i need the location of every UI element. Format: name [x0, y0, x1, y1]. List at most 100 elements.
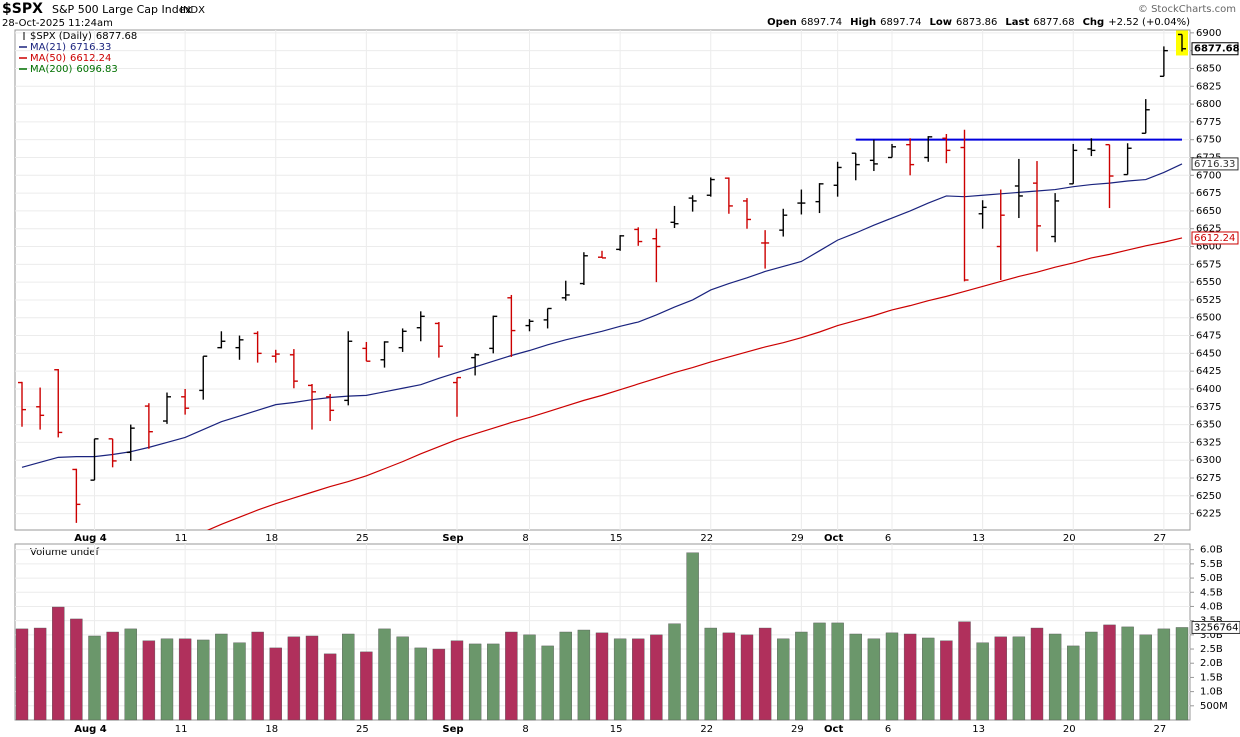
quote-label: Chg: [1083, 17, 1105, 28]
x-tick-label: 6: [885, 724, 891, 735]
quote-value: 6897.74: [801, 17, 842, 28]
price-panel: [14, 29, 1191, 531]
quote-value: 6877.68: [1033, 17, 1074, 28]
volume-bar: [323, 653, 337, 721]
y-tick-label: 6300: [1196, 455, 1221, 466]
y-tick-label: 6850: [1196, 63, 1221, 74]
volume-bar: [668, 623, 681, 721]
volume-bar: [414, 647, 427, 721]
volume-bar: [541, 645, 554, 721]
volume-bar: [1121, 626, 1134, 721]
x-tick-label: 13: [972, 724, 985, 735]
y-tick-label: 5.5B: [1200, 559, 1223, 570]
x-tick-label: 15: [610, 533, 623, 544]
volume-bar: [994, 636, 1007, 721]
x-tick-label: 20: [1063, 724, 1076, 735]
quote-label: Open: [767, 17, 797, 28]
quote-label: Last: [1005, 17, 1029, 28]
y-tick-label: 6400: [1196, 384, 1221, 395]
legend-entry: MA(21) 6716.33: [30, 42, 111, 53]
y-tick-label: 6425: [1196, 366, 1221, 377]
volume-bar: [686, 552, 699, 721]
y-tick-label: 6825: [1196, 81, 1221, 92]
volume-bar: [722, 632, 736, 721]
y-tick-label: 6750: [1196, 135, 1221, 146]
y-tick-label: 1.0B: [1200, 687, 1223, 698]
y-tick-label: 6450: [1196, 348, 1221, 359]
volume-bar: [360, 651, 373, 721]
x-tick-label: 15: [610, 724, 623, 735]
y-tick-label: 6275: [1196, 473, 1221, 484]
quote-value: +2.52 (+0.04%): [1108, 17, 1190, 28]
volume-bar: [940, 640, 953, 721]
y-tick-label: 6250: [1196, 491, 1221, 502]
value-box-label: 6877.68: [1194, 44, 1240, 55]
timestamp: 28-Oct-2025 11:24am: [2, 18, 113, 29]
legend-value: 6612.24: [70, 53, 111, 64]
volume-bar: [88, 635, 101, 721]
exchange: INDX: [180, 5, 205, 16]
legend-name: $SPX (Daily): [30, 31, 92, 42]
legend-value: 6096.83: [76, 64, 117, 75]
volume-bar: [15, 628, 29, 721]
volume-bar: [487, 643, 500, 721]
legend-value: 6877.68: [96, 31, 137, 42]
y-tick-label: 5.0B: [1200, 573, 1223, 584]
y-tick-label: 6575: [1196, 259, 1221, 270]
volume-bar: [1175, 627, 1189, 721]
y-tick-label: 6600: [1196, 242, 1221, 253]
volume-bar: [903, 633, 917, 721]
volume-bar: [704, 627, 717, 721]
moving-average-line: [206, 237, 1183, 530]
value-box: [1191, 231, 1239, 245]
x-tick-label: 25: [356, 533, 369, 544]
volume-bar: [831, 622, 844, 721]
y-tick-label: 6900: [1196, 28, 1221, 39]
volume-bar: [33, 627, 47, 721]
volume-bar: [305, 635, 319, 721]
y-tick-label: 6350: [1196, 420, 1221, 431]
x-tick-label: 22: [700, 533, 713, 544]
x-tick-label: 8: [522, 533, 528, 544]
legend-entry: MA(200) 6096.83: [30, 64, 118, 75]
quote: Open 6897.74 High 6897.74 Low 6873.86 Last 6877…: [767, 17, 1190, 28]
volume-bar: [70, 618, 83, 721]
x-tick-label: 25: [356, 724, 369, 735]
x-tick-label: Sep: [442, 724, 463, 735]
y-tick-label: 6700: [1196, 170, 1221, 181]
y-tick-label: 6475: [1196, 331, 1221, 342]
value-box-label: 6716.33: [1194, 159, 1235, 170]
volume-bar: [958, 621, 971, 721]
x-tick-label: Sep: [442, 533, 463, 544]
volume-title: Volume undef: [30, 547, 100, 558]
quote-label: Low: [930, 17, 952, 28]
y-tick-label: 6800: [1196, 99, 1221, 110]
volume-bar: [577, 629, 591, 721]
y-tick-label: 6650: [1196, 206, 1221, 217]
volume-bar: [1139, 634, 1152, 721]
volume-bar: [849, 633, 862, 721]
x-tick-label: Aug 4: [74, 533, 106, 544]
legend-name: MA(50): [30, 53, 66, 64]
price-plot: [18, 30, 1188, 530]
legend-name: MA(21): [30, 42, 66, 53]
value-box-label: 3256764: [1194, 622, 1239, 633]
volume-bar: [1103, 624, 1116, 721]
volume-bar: [613, 638, 627, 721]
y-tick-label: 6675: [1196, 188, 1221, 199]
volume-bar: [432, 648, 446, 721]
volume-bar: [505, 631, 518, 721]
volume-bar: [1012, 636, 1026, 721]
y-tick-label: 2.5B: [1200, 644, 1223, 655]
volume-bar: [795, 631, 808, 721]
volume-bar: [1048, 633, 1062, 721]
volume-bar: [885, 632, 899, 721]
y-tick-label: 6525: [1196, 295, 1221, 306]
volume-bar: [632, 638, 645, 721]
y-tick-label: 6550: [1196, 277, 1221, 288]
quote-label: High: [850, 17, 876, 28]
volume-bar: [523, 634, 536, 721]
security-name: S&P 500 Large Cap Index: [52, 3, 192, 16]
y-tick-label: 6375: [1196, 402, 1221, 413]
quote-value: 6897.74: [880, 17, 921, 28]
